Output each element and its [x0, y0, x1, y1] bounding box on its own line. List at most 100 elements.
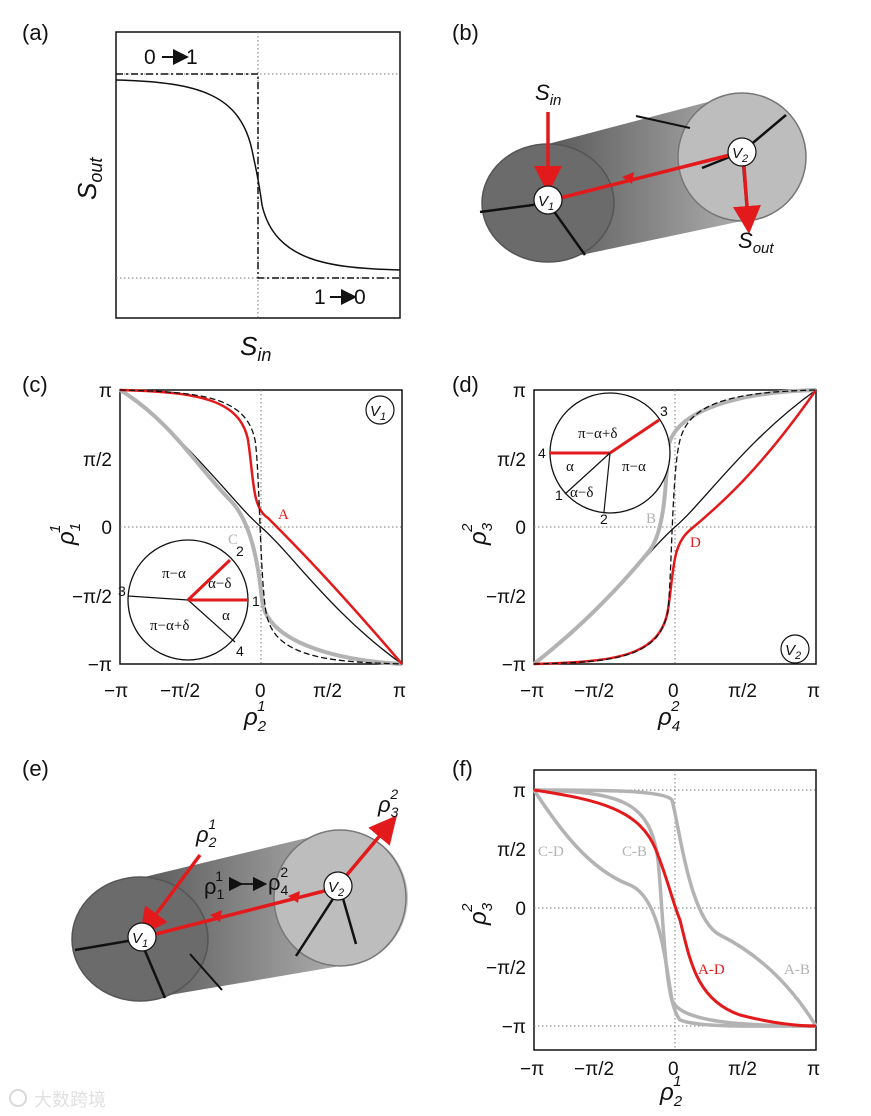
- tick-label: −π/2: [574, 1059, 614, 1080]
- tick-label: −π: [104, 681, 128, 702]
- tick-label: π/2: [497, 840, 526, 861]
- panel-e-node-v2: V2: [323, 871, 353, 901]
- panel-c-inset: π−α α−δ α π−α+δ 1 2 3 4: [118, 539, 260, 661]
- panel-d-label-D: D: [690, 535, 701, 551]
- tick-label: −π/2: [486, 587, 526, 608]
- svg-text:1: 1: [555, 487, 563, 503]
- panel-f-xlabel: ρ21: [659, 1073, 683, 1110]
- panel-d-xticks: −π −π/2 0 π/2 π: [520, 681, 820, 702]
- watermark: 大数跨境: [9, 1089, 106, 1111]
- tick-label: π: [393, 681, 406, 702]
- panel-e-rho32-arrow: [344, 815, 398, 878]
- panel-d-tag: (d): [452, 372, 479, 397]
- panel-e-rho21-label: ρ21: [195, 816, 217, 850]
- tick-label: −π/2: [160, 681, 200, 702]
- panel-f-ylabel: ρ32: [459, 902, 496, 926]
- svg-text:α: α: [222, 608, 230, 624]
- svg-text:3: 3: [660, 403, 668, 419]
- panel-c-red-curve-A: [119, 388, 403, 665]
- panel-f-curve-CD: [532, 789, 817, 1028]
- svg-text:1: 1: [314, 286, 326, 309]
- panel-b-s-out-arrow: [733, 165, 761, 234]
- panel-a-tag: (a): [22, 20, 49, 45]
- svg-text:4: 4: [236, 643, 244, 659]
- panel-a-label-0-to-1: 0 1: [144, 46, 198, 69]
- panel-f-curve-AD: [533, 788, 817, 1028]
- svg-text:4: 4: [538, 445, 546, 461]
- panel-f-curve-CB: [533, 788, 817, 1028]
- tick-label: π: [513, 781, 526, 802]
- svg-text:2: 2: [236, 543, 244, 559]
- tick-label: π: [513, 381, 526, 402]
- svg-text:V2: V2: [732, 145, 748, 165]
- tick-label: −π: [520, 1059, 544, 1080]
- panel-c-node-v1: V1: [365, 395, 395, 425]
- panel-e-link-arrowhead-1: [210, 910, 222, 922]
- panel-a-xlabel: Sin: [240, 331, 271, 365]
- panel-b-tag: (b): [452, 20, 479, 45]
- tick-label: 0: [515, 518, 526, 539]
- panel-e-rho21-arrow: [139, 853, 202, 937]
- svg-text:V1: V1: [370, 403, 386, 423]
- tick-label: −π: [520, 681, 544, 702]
- svg-text:0: 0: [354, 286, 366, 309]
- panel-b-link-arrowhead: [622, 172, 634, 184]
- svg-text:3: 3: [118, 583, 126, 599]
- panel-c-tag: (c): [22, 372, 48, 397]
- panel-d-node-v2: V2: [780, 634, 810, 664]
- panel-b-node-v2: V2: [727, 137, 757, 167]
- panel-c-xlabel: ρ21: [243, 698, 267, 735]
- tick-label: −π/2: [486, 958, 526, 979]
- svg-text:α: α: [566, 459, 574, 475]
- panel-d-gray-curve-B: [532, 388, 817, 666]
- svg-text:1: 1: [186, 46, 198, 69]
- panel-e-link-arrowhead-2: [288, 891, 300, 903]
- svg-text:0: 0: [144, 46, 156, 69]
- tick-label: π: [807, 681, 820, 702]
- panel-c-label-C: C: [228, 532, 238, 548]
- tick-label: π/2: [83, 450, 112, 471]
- panel-c-yticks: π π/2 0 −π/2 −π: [72, 381, 112, 676]
- tick-label: 0: [515, 899, 526, 920]
- panel-d-yticks: π π/2 0 −π/2 −π: [486, 381, 526, 676]
- panel-c-ylabel: ρ11: [47, 523, 84, 546]
- tick-label: −π: [502, 1017, 526, 1038]
- panel-f: (f) −π −π/2 0 π/2 π π π/2 0 −π/2 −π C-D …: [452, 756, 820, 1110]
- panel-a-label-1-to-0: 1 0: [314, 286, 366, 309]
- panel-b-s-out-label: Sout: [738, 228, 774, 257]
- svg-text:V1: V1: [132, 930, 148, 950]
- panel-b-s-in-label: Sin: [535, 80, 561, 109]
- panel-c-dashed-sigmoid: [119, 389, 403, 665]
- panel-d-inset: π−α+δ α π−α α−δ 1 2 3 4: [538, 392, 671, 527]
- panel-d-label-B: B: [646, 511, 656, 527]
- tick-label: −π/2: [72, 587, 112, 608]
- panel-f-label-AB: A-B: [784, 962, 810, 978]
- tick-label: π/2: [497, 450, 526, 471]
- panel-f-curve-AB: [533, 788, 818, 1027]
- panel-f-xticks: −π −π/2 0 π/2 π: [520, 1059, 820, 1080]
- tick-label: π/2: [728, 681, 757, 702]
- panel-f-label-CD: C-D: [538, 844, 564, 860]
- tick-label: 0: [668, 681, 679, 702]
- svg-text:V2: V2: [328, 879, 344, 899]
- tick-label: −π/2: [574, 681, 614, 702]
- panel-d-dashed-sigmoid: [533, 389, 817, 665]
- svg-text:π−α: π−α: [162, 566, 186, 582]
- panel-f-label-AD: A-D: [698, 962, 725, 978]
- panel-b-cylinder: [479, 92, 807, 263]
- panel-e-node-v1: V1: [127, 922, 157, 952]
- panel-f-yticks: π π/2 0 −π/2 −π: [486, 781, 526, 1038]
- svg-text:V1: V1: [538, 193, 554, 213]
- tick-label: −π: [88, 655, 112, 676]
- svg-text:π−α: π−α: [622, 459, 646, 475]
- svg-text:大数跨境: 大数跨境: [34, 1090, 106, 1111]
- panel-c-label-A: A: [278, 507, 289, 523]
- panel-d: (d) −π −π/2 0 π/2 π π π/2 0 −π/2 −π B D …: [452, 372, 820, 735]
- svg-text:α−δ: α−δ: [570, 485, 593, 501]
- svg-text:α−δ: α−δ: [208, 576, 231, 592]
- tick-label: π: [99, 381, 112, 402]
- panel-b: (b) V1 V2 Sin Sout: [452, 20, 807, 263]
- panel-c-xticks: −π −π/2 0 π/2 π: [104, 681, 406, 702]
- panel-a-smooth-curve: [115, 79, 401, 271]
